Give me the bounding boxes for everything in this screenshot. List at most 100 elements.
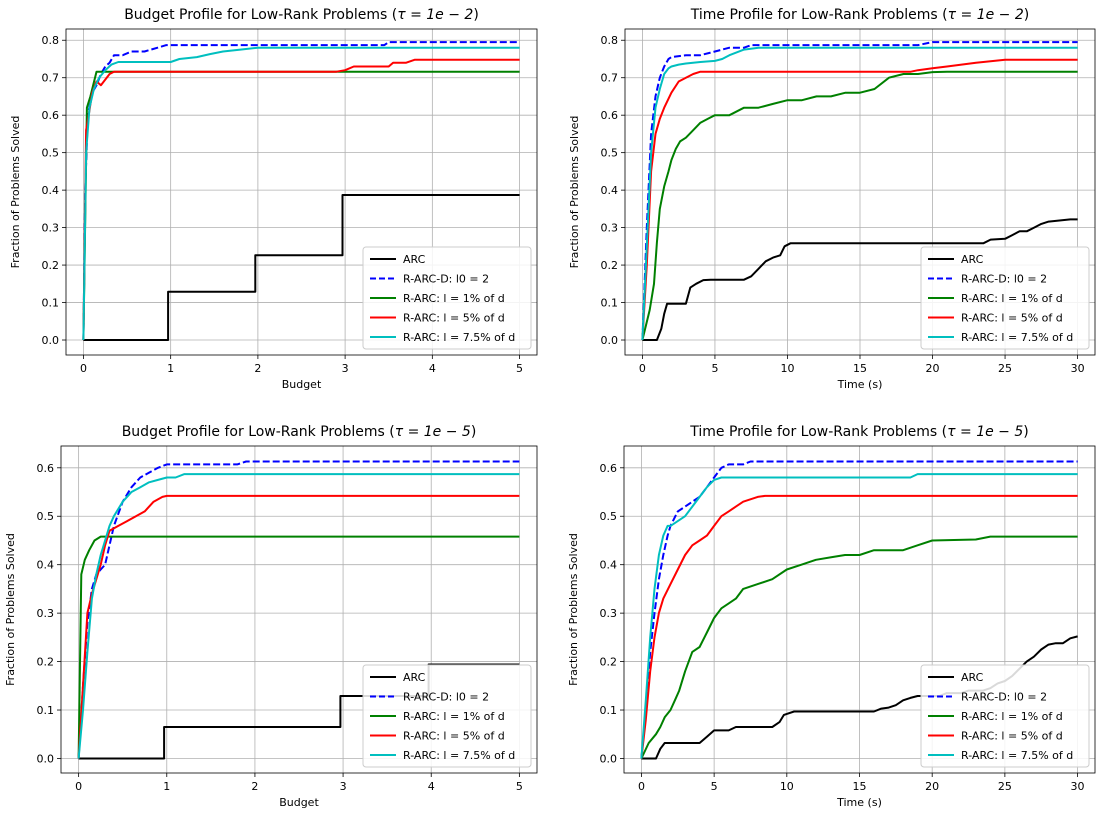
axes-frame <box>623 445 1096 774</box>
axes-frame <box>624 28 1096 356</box>
chart-title-text: Time Profile for Low-Rank Problems ( <box>689 424 947 440</box>
y-tick-label: 0.0 <box>600 752 618 765</box>
y-tick-label: 0.8 <box>42 34 60 47</box>
x-tick-label: 3 <box>340 780 347 793</box>
y-tick-label: 0.1 <box>600 704 618 717</box>
x-tick-label: 25 <box>998 362 1012 375</box>
chart-3: Budget Profile for Low-Rank Problems (τ … <box>4 424 538 809</box>
x-tick-label: 1 <box>167 362 174 375</box>
x-tick-label: 30 <box>1071 780 1085 793</box>
x-tick-label: 3 <box>342 362 349 375</box>
x-tick-label: 15 <box>853 362 867 375</box>
x-tick-label: 5 <box>711 780 718 793</box>
y-axis-label: Fraction of Problems Solved <box>568 116 581 269</box>
chart-2: Time Profile for Low-Rank Problems (τ = … <box>568 7 1096 391</box>
legend-label: ARC <box>961 253 984 266</box>
x-axis-label: Budget <box>282 378 322 391</box>
x-tick-label: 4 <box>428 780 435 793</box>
chart-4: Time Profile for Low-Rank Problems (τ = … <box>567 424 1096 809</box>
y-tick-label: 0.6 <box>42 109 60 122</box>
x-tick-label: 20 <box>925 780 939 793</box>
y-axis-label: Fraction of Problems Solved <box>567 533 580 686</box>
y-tick-label: 0.6 <box>601 109 619 122</box>
x-tick-label: 25 <box>998 780 1012 793</box>
series-line-4 <box>641 58 1078 341</box>
axes-frame <box>65 28 538 356</box>
legend-label: R-ARC: l = 7.5% of d <box>403 749 515 762</box>
x-tick-label: 15 <box>853 780 867 793</box>
y-tick-label: 0.2 <box>601 259 619 272</box>
y-tick-label: 0.1 <box>42 297 60 310</box>
y-tick-label: 0.4 <box>42 184 60 197</box>
x-tick-label: 4 <box>429 362 436 375</box>
x-tick-label: 2 <box>251 780 258 793</box>
y-tick-label: 0.0 <box>42 334 60 347</box>
chart-title: Budget Profile for Low-Rank Problems (τ … <box>124 7 479 23</box>
x-tick-label: 0 <box>638 780 645 793</box>
legend-label: R-ARC: l = 7.5% of d <box>961 749 1073 762</box>
y-tick-label: 0.4 <box>600 559 618 572</box>
series-line-3 <box>641 70 1078 341</box>
y-tick-label: 0.3 <box>600 607 618 620</box>
chart-title: Time Profile for Low-Rank Problems (τ = … <box>689 424 1028 440</box>
y-tick-label: 0.7 <box>601 72 619 85</box>
series-line-2 <box>640 460 1078 759</box>
chart-title-close: ) <box>471 424 476 440</box>
x-tick-label: 0 <box>75 780 82 793</box>
legend-label: R-ARC-D: l0 = 2 <box>403 273 489 286</box>
chart-title-tau: τ = 1e − 2 <box>948 7 1024 23</box>
chart-title-tau: τ = 1e − 5 <box>947 424 1023 440</box>
series-line-5 <box>77 473 520 759</box>
legend-label: R-ARC: l = 1% of d <box>403 710 505 723</box>
legend-label: R-ARC: l = 7.5% of d <box>403 331 515 344</box>
legend-label: ARC <box>403 253 426 266</box>
y-tick-label: 0.4 <box>37 559 55 572</box>
series-line-1 <box>642 218 1078 341</box>
legend-box <box>362 664 532 768</box>
legend-label: R-ARC-D: l0 = 2 <box>961 273 1047 286</box>
chart-title-tau: τ = 1e − 2 <box>397 7 473 23</box>
series-line-4 <box>77 494 520 759</box>
legend-box <box>920 246 1090 350</box>
legend-label: R-ARC-D: l0 = 2 <box>403 691 489 704</box>
x-tick-label: 1 <box>163 780 170 793</box>
x-tick-label: 5 <box>711 362 718 375</box>
series-line-5 <box>640 473 1078 759</box>
y-tick-label: 0.5 <box>42 147 60 160</box>
y-tick-label: 0.6 <box>600 462 618 475</box>
x-tick-label: 20 <box>926 362 940 375</box>
x-tick-label: 0 <box>639 362 646 375</box>
y-axis-label: Fraction of Problems Solved <box>9 116 22 269</box>
legend-label: R-ARC: l = 5% of d <box>961 730 1063 743</box>
y-tick-label: 0.0 <box>601 334 619 347</box>
x-tick-label: 10 <box>780 362 794 375</box>
chart-title-close: ) <box>1024 7 1029 23</box>
legend: ARC R-ARC-D: l0 = 2 R-ARC: l = 1% of d R-AR… <box>362 246 532 350</box>
y-tick-label: 0.0 <box>37 752 55 765</box>
legend-label: R-ARC-D: l0 = 2 <box>961 691 1047 704</box>
x-tick-label: 0 <box>80 362 87 375</box>
legend-label: ARC <box>961 671 984 684</box>
legend: ARC R-ARC-D: l0 = 2 R-ARC: l = 1% of d R-AR… <box>920 664 1090 768</box>
y-tick-label: 0.2 <box>42 259 60 272</box>
series-line-5 <box>641 46 1078 341</box>
y-tick-label: 0.3 <box>42 222 60 235</box>
y-tick-label: 0.5 <box>37 510 55 523</box>
legend-label: R-ARC: l = 5% of d <box>403 312 505 325</box>
legend: ARC R-ARC-D: l0 = 2 R-ARC: l = 1% of d R-AR… <box>362 664 532 768</box>
series-line-5 <box>82 46 520 341</box>
chart-title: Time Profile for Low-Rank Problems (τ = … <box>690 7 1029 23</box>
x-tick-label: 5 <box>516 780 523 793</box>
legend-label: R-ARC: l = 1% of d <box>961 292 1063 305</box>
series-line-4 <box>640 494 1078 759</box>
y-tick-label: 0.6 <box>37 462 55 475</box>
chart-title-text: Time Profile for Low-Rank Problems ( <box>690 7 948 23</box>
y-tick-label: 0.3 <box>37 607 55 620</box>
chart-title-tau: τ = 1e − 5 <box>395 424 471 440</box>
legend-label: R-ARC: l = 1% of d <box>961 710 1063 723</box>
legend-label: ARC <box>403 671 426 684</box>
legend-box <box>362 246 532 350</box>
x-axis-label: Time (s) <box>837 378 883 391</box>
y-axis-label: Fraction of Problems Solved <box>4 533 17 686</box>
